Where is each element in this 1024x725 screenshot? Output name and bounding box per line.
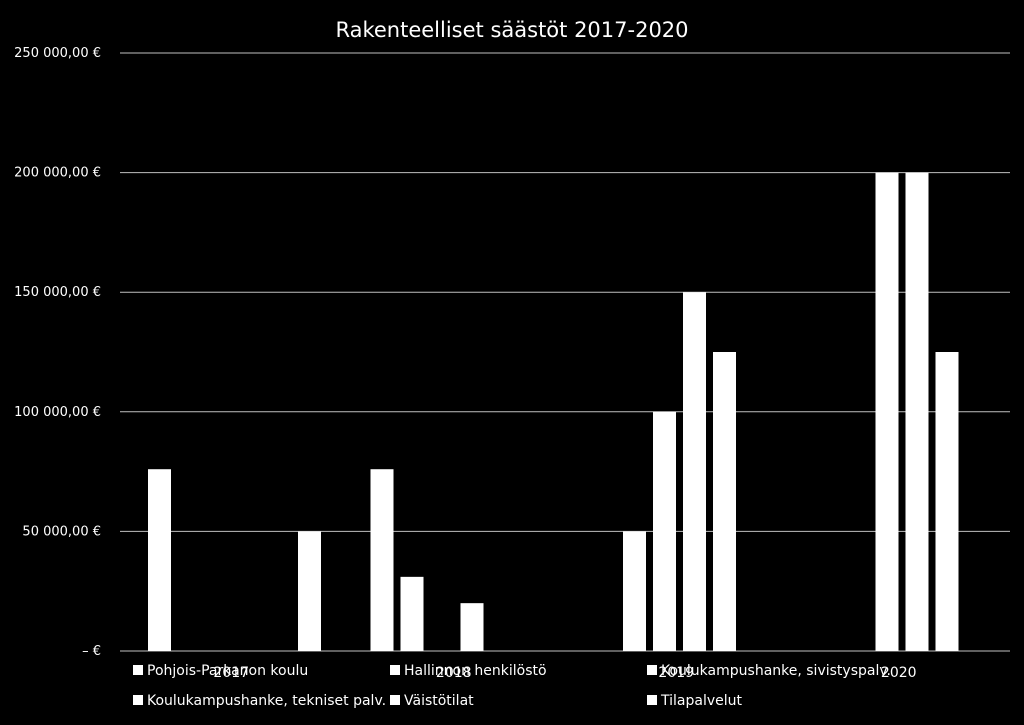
y-axis: – € 50 000,00 € 100 000,00 € 150 000,00 € 20… xyxy=(14,46,101,659)
legend-swatch xyxy=(647,665,657,675)
y-tick-label: 250 000,00 € xyxy=(14,46,101,61)
y-tick-label: – € xyxy=(82,644,101,659)
bar xyxy=(623,531,646,651)
bars xyxy=(148,172,959,651)
legend-swatch xyxy=(133,695,143,705)
bar xyxy=(653,411,676,651)
legend-label: Väistötilat xyxy=(404,693,474,709)
bar xyxy=(460,603,484,651)
gridlines xyxy=(120,52,1010,652)
legend-label: Pohjois-Parkanon koulu xyxy=(147,663,308,679)
x-tick-label: 2017 xyxy=(213,665,249,681)
x-tick-label: 2018 xyxy=(436,665,472,681)
legend-label: Koulukampushanke, sivistyspalv. xyxy=(661,663,891,679)
legend-swatch xyxy=(133,665,143,675)
bar xyxy=(148,469,171,651)
x-axis: 2017 2018 2019 2020 xyxy=(213,665,916,681)
x-tick-label: 2020 xyxy=(881,665,917,681)
bar xyxy=(683,292,706,651)
legend-swatch xyxy=(390,695,400,705)
y-tick-label: 100 000,00 € xyxy=(14,405,101,420)
legend-swatch xyxy=(647,695,657,705)
legend: Pohjois-Parkanon koulu Hallinnon henkilös… xyxy=(133,663,891,709)
bar xyxy=(400,576,424,651)
legend-label: Hallinnon henkilöstö xyxy=(404,663,547,679)
x-tick-label: 2019 xyxy=(658,665,694,681)
chart-title: Rakenteelliset säästöt 2017-2020 xyxy=(335,18,688,42)
legend-label: Koulukampushanke, tekniset palv. xyxy=(147,693,386,709)
y-tick-label: 200 000,00 € xyxy=(14,166,101,181)
y-tick-label: 150 000,00 € xyxy=(14,285,101,300)
y-tick-label: 50 000,00 € xyxy=(22,524,101,539)
bar xyxy=(905,172,929,651)
legend-label: Tilapalvelut xyxy=(660,693,742,709)
bar xyxy=(875,172,899,651)
bar xyxy=(370,469,394,651)
bar xyxy=(298,531,321,651)
bar xyxy=(713,352,736,651)
legend-swatch xyxy=(390,665,400,675)
bar xyxy=(935,352,959,651)
